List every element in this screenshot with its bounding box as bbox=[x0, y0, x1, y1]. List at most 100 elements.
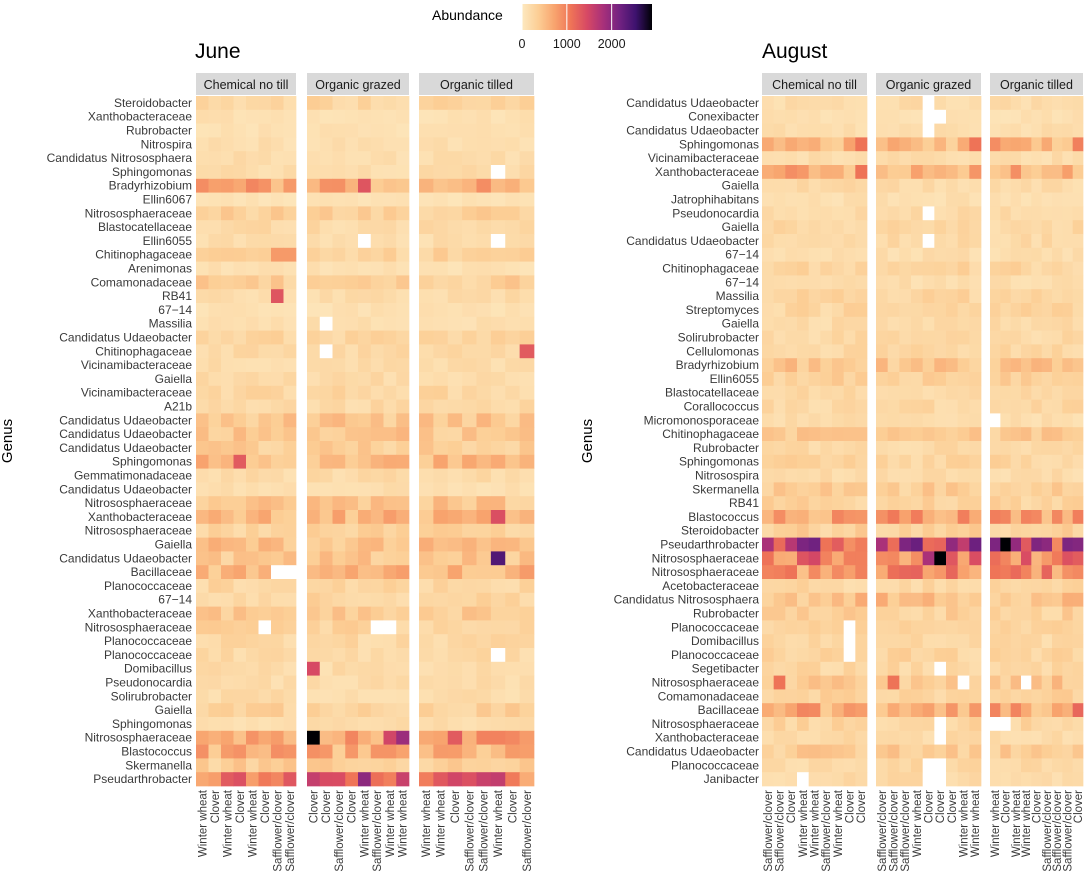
heatmap-cell bbox=[332, 717, 346, 732]
heatmap-cell bbox=[370, 247, 384, 262]
heatmap-cell bbox=[519, 648, 535, 663]
heatmap-cell bbox=[887, 275, 900, 290]
heatmap-cell bbox=[345, 220, 359, 235]
heatmap-cell bbox=[196, 385, 209, 400]
heatmap-cell bbox=[1052, 551, 1063, 566]
heatmap-cell bbox=[307, 648, 321, 663]
heatmap-cell bbox=[419, 454, 434, 469]
heatmap-cell bbox=[258, 551, 272, 566]
heatmap-cell bbox=[358, 137, 372, 152]
heatmap-cell bbox=[462, 206, 477, 221]
heatmap-cell bbox=[208, 399, 222, 414]
heatmap-cell bbox=[433, 620, 449, 635]
heatmap-cell bbox=[233, 247, 247, 262]
heatmap-cell bbox=[934, 730, 947, 745]
heatmap-cell bbox=[271, 330, 284, 345]
heatmap-cell bbox=[345, 758, 359, 773]
heatmap-cell bbox=[419, 620, 434, 635]
heatmap-cell bbox=[196, 372, 209, 387]
heatmap-cell bbox=[843, 151, 856, 166]
heatmap-cell bbox=[922, 372, 935, 387]
heatmap-cell bbox=[345, 358, 359, 373]
heatmap-cell bbox=[957, 247, 970, 262]
heatmap-cell bbox=[1041, 468, 1053, 483]
heatmap-cell bbox=[911, 675, 924, 690]
heatmap-cell bbox=[246, 137, 259, 152]
heatmap-cell bbox=[258, 303, 272, 318]
heatmap-cell bbox=[370, 206, 384, 221]
facet-strip bbox=[196, 73, 296, 95]
heatmap-cell bbox=[447, 703, 463, 718]
heatmap-cell bbox=[887, 496, 900, 511]
heatmap-cell bbox=[957, 592, 970, 607]
heatmap-cell bbox=[433, 441, 449, 456]
heatmap-cell bbox=[990, 247, 1001, 262]
heatmap-cell bbox=[876, 441, 889, 456]
heatmap-cell bbox=[1062, 634, 1074, 649]
heatmap-cell bbox=[208, 565, 222, 580]
heatmap-cell bbox=[233, 579, 247, 594]
heatmap-cell bbox=[887, 330, 900, 345]
heatmap-cell bbox=[876, 634, 889, 649]
heatmap-cell bbox=[785, 109, 798, 124]
heatmap-cell bbox=[383, 551, 397, 566]
heatmap-cell bbox=[283, 427, 297, 442]
heatmap-cell bbox=[887, 620, 900, 635]
heatmap-cell bbox=[419, 413, 434, 428]
heatmap-cell bbox=[370, 730, 384, 745]
heatmap-cell bbox=[383, 151, 397, 166]
heatmap-cell bbox=[271, 661, 284, 676]
heatmap-cell bbox=[233, 744, 247, 759]
heatmap-cell bbox=[1010, 330, 1022, 345]
heatmap-cell bbox=[462, 372, 477, 387]
heatmap-cell bbox=[208, 192, 222, 207]
heatmap-cell bbox=[773, 372, 786, 387]
heatmap-cell bbox=[773, 358, 786, 373]
heatmap-cell bbox=[221, 648, 234, 663]
heatmap-cell bbox=[911, 372, 924, 387]
heatmap-cell bbox=[773, 427, 786, 442]
heatmap-cell bbox=[899, 234, 912, 249]
heatmap-cell bbox=[258, 648, 272, 663]
heatmap-cell bbox=[462, 165, 477, 180]
heatmap-cell bbox=[808, 413, 821, 428]
heatmap-cell bbox=[832, 648, 845, 663]
heatmap-cell bbox=[246, 703, 259, 718]
column-label: Winter wheat bbox=[385, 789, 397, 857]
heatmap-cell bbox=[957, 675, 970, 690]
heatmap-cell bbox=[447, 634, 463, 649]
heatmap-cell bbox=[773, 510, 786, 525]
heatmap-cell bbox=[899, 717, 912, 732]
heatmap-cell bbox=[1021, 261, 1032, 276]
heatmap-cell bbox=[345, 427, 359, 442]
heatmap-cell bbox=[969, 247, 982, 262]
heatmap-cell bbox=[271, 468, 284, 483]
heatmap-cell bbox=[476, 372, 492, 387]
row-label: Nitrososphaeraceae bbox=[85, 524, 193, 538]
heatmap-cell bbox=[911, 109, 924, 124]
heatmap-cell bbox=[271, 123, 284, 138]
heatmap-cell bbox=[832, 454, 845, 469]
heatmap-cell bbox=[785, 261, 798, 276]
heatmap-cell bbox=[762, 717, 775, 732]
heatmap-cell bbox=[797, 634, 810, 649]
heatmap-cell bbox=[946, 772, 959, 787]
heatmap-cell bbox=[476, 399, 492, 414]
heatmap-cell bbox=[855, 234, 868, 249]
heatmap-cell bbox=[1031, 344, 1043, 359]
heatmap-cell bbox=[490, 344, 506, 359]
y-axis-title: Genus bbox=[0, 419, 16, 463]
row-label: Candidatus Udaeobacter bbox=[626, 96, 759, 110]
heatmap-cell bbox=[1021, 744, 1032, 759]
heatmap-cell bbox=[246, 689, 259, 704]
heatmap-cell bbox=[490, 758, 506, 773]
heatmap-cell bbox=[196, 606, 209, 621]
heatmap-cell bbox=[808, 344, 821, 359]
heatmap-cell bbox=[358, 427, 372, 442]
heatmap-cell bbox=[462, 427, 477, 442]
heatmap-cell bbox=[246, 289, 259, 304]
heatmap-cell bbox=[519, 234, 535, 249]
heatmap-cell bbox=[922, 358, 935, 373]
heatmap-cell bbox=[307, 689, 321, 704]
